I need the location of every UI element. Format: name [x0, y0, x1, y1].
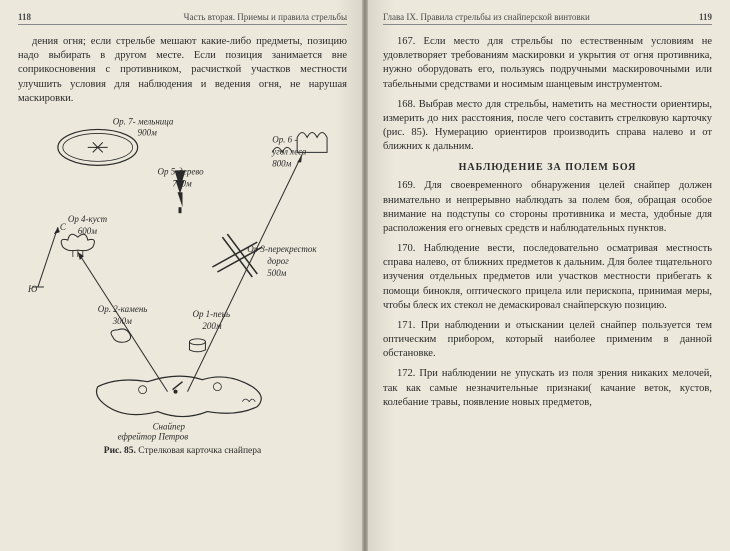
section-heading: НАБЛЮДЕНИЕ ЗА ПОЛЕМ БОЯ: [383, 162, 712, 173]
or2-label: Ор. 2-камень: [98, 304, 148, 314]
book-spine: [362, 0, 368, 551]
para-168: 168. Выбрав место для стрельбы, наметить…: [383, 98, 712, 155]
right-pagenum: 119: [699, 12, 712, 22]
right-page: Глава IX. Правила стрельбы из снайперско…: [365, 0, 730, 551]
para-171: 171. При наблюдении и отыскании целей сн…: [383, 319, 712, 362]
compass-n: С: [60, 222, 67, 232]
range-card-svg: Ор. 7- мельница 900м Ор. 6 - угол леса 8…: [18, 112, 347, 442]
para-167: 167. Если место для стрельбы по естестве…: [383, 35, 712, 92]
or7-dist: 900м: [138, 127, 157, 137]
left-para1: дения огня; если стрельбе мешают какие-л…: [18, 35, 347, 106]
para-169: 169. Для своевременного обнаружения целе…: [383, 179, 712, 236]
para-172: 172. При наблюдении не упускать из поля …: [383, 367, 712, 410]
fig-text: Стрелковая карточка снайпера: [136, 446, 261, 456]
or4-dist: 600м: [78, 226, 97, 236]
para-170: 170. Наблюдение вести, последовательно о…: [383, 242, 712, 313]
or7-label: Ор. 7- мельница: [113, 116, 174, 126]
or3b-label: дорог: [267, 256, 289, 266]
or1-label: Ор 1-пень: [192, 309, 230, 319]
or5-dist: 700м: [173, 178, 192, 188]
right-header-text: Глава IX. Правила стрельбы из снайперско…: [383, 12, 590, 22]
or5-label: Ор 5-дерево: [158, 166, 205, 176]
sniper-label: Снайпер: [153, 421, 186, 431]
fig-caption: Рис. 85. Стрелковая карточка снайпера: [18, 446, 347, 456]
figure-85: Ор. 7- мельница 900м Ор. 6 - угол леса 8…: [18, 112, 347, 442]
or3-dist: 500м: [267, 268, 286, 278]
fig-num: Рис. 85.: [104, 446, 136, 456]
or6-label: Ор. 6 -: [272, 134, 297, 144]
left-header: 118 Часть вторая. Приемы и правила стрел…: [18, 12, 347, 25]
or4-label: Ор 4-куст: [68, 214, 108, 224]
left-page: 118 Часть вторая. Приемы и правила стрел…: [0, 0, 365, 551]
left-pagenum: 118: [18, 12, 31, 22]
or6-dist: 800м: [272, 158, 291, 168]
compass-s: Ю: [27, 284, 38, 294]
rank-label: ефрейтор Петров: [118, 431, 189, 441]
right-header: Глава IX. Правила стрельбы из снайперско…: [383, 12, 712, 25]
left-header-text: Часть вторая. Приемы и правила стрельбы: [184, 12, 347, 22]
date-label: 23. 8 6.00: [153, 441, 185, 442]
